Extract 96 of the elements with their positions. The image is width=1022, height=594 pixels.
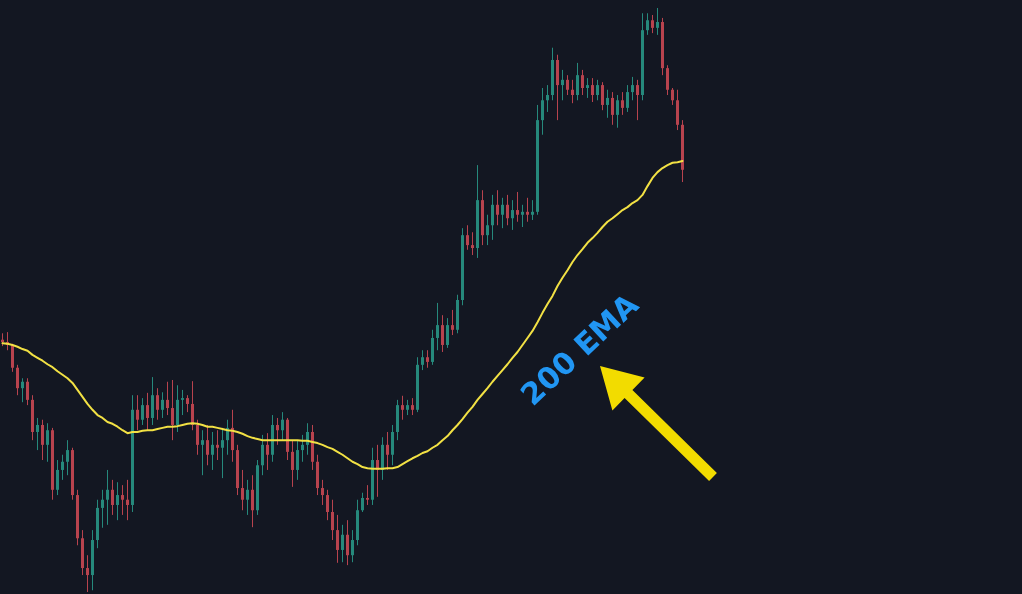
candlestick xyxy=(146,392,149,431)
candlestick xyxy=(46,422,49,463)
candlestick xyxy=(636,79,639,121)
candlestick xyxy=(596,79,599,101)
candlestick xyxy=(366,484,369,506)
candlestick xyxy=(171,379,174,441)
candlestick xyxy=(576,62,579,101)
candlestick xyxy=(21,377,24,403)
candlestick xyxy=(326,489,329,521)
candlestick xyxy=(626,84,629,113)
candlestick xyxy=(126,479,129,521)
candlestick xyxy=(216,429,219,461)
candlestick xyxy=(651,14,654,34)
candlestick xyxy=(586,77,589,99)
candlestick xyxy=(421,349,424,371)
candlestick xyxy=(266,432,269,471)
candlestick xyxy=(11,343,14,373)
candlestick xyxy=(151,376,154,426)
candlestick xyxy=(501,197,504,229)
candlestick xyxy=(181,389,184,416)
candlestick xyxy=(136,394,139,431)
candlestick xyxy=(656,8,659,36)
candlestick xyxy=(631,76,634,101)
candlestick xyxy=(646,12,649,36)
candlestick xyxy=(101,489,104,529)
candlestick xyxy=(506,194,509,226)
candlestick xyxy=(346,519,349,566)
candlestick xyxy=(321,479,324,506)
candlestick xyxy=(206,424,209,466)
candlestick xyxy=(361,492,364,513)
candlestick xyxy=(111,479,114,516)
candlestick xyxy=(26,377,29,406)
candlestick xyxy=(56,459,59,496)
candlestick xyxy=(116,481,119,521)
candlestick xyxy=(666,64,669,96)
candlestick xyxy=(276,417,279,446)
candlestick xyxy=(401,395,404,421)
candlestick xyxy=(466,224,469,251)
candlestick xyxy=(121,484,124,516)
candlestick xyxy=(86,554,89,592)
candlestick xyxy=(351,529,354,563)
candlestick xyxy=(491,194,494,241)
candlestick xyxy=(246,479,249,516)
candlestick xyxy=(486,214,489,246)
candlestick xyxy=(196,419,199,456)
candlestick xyxy=(431,329,434,366)
candlestick xyxy=(471,231,474,256)
candlestick xyxy=(391,424,394,466)
candlestick xyxy=(621,91,624,116)
candlestick xyxy=(496,189,499,226)
candlestick xyxy=(301,434,304,463)
candlestick xyxy=(36,417,39,451)
candlestick xyxy=(16,364,19,396)
candlestick xyxy=(251,474,254,528)
candlestick xyxy=(161,391,164,419)
candlestick xyxy=(66,439,69,476)
candlestick xyxy=(241,469,244,511)
candlestick xyxy=(336,514,339,564)
candlestick xyxy=(141,397,144,426)
candlestick xyxy=(516,191,519,223)
candlestick xyxy=(606,89,609,119)
candlestick xyxy=(546,84,549,113)
candlestick xyxy=(521,204,524,228)
candlestick xyxy=(601,81,604,111)
candlestick xyxy=(571,79,574,104)
candlestick xyxy=(281,411,284,441)
candlestick xyxy=(541,87,544,136)
candlestick xyxy=(291,439,294,488)
candlestick xyxy=(41,419,44,461)
candlestick xyxy=(221,427,224,479)
candlestick xyxy=(616,94,619,129)
candlestick xyxy=(446,317,449,349)
candlestick xyxy=(386,431,389,471)
candlestick xyxy=(61,454,64,481)
candlestick xyxy=(166,381,169,416)
candlestick xyxy=(231,409,234,463)
candlestick xyxy=(451,309,454,336)
candlestick xyxy=(296,439,299,481)
candlestick xyxy=(261,434,264,476)
candlestick xyxy=(106,469,109,526)
candlestick xyxy=(561,69,564,101)
candlestick xyxy=(341,524,344,563)
candlestick xyxy=(441,314,444,353)
candlestick xyxy=(531,199,534,221)
candlestick xyxy=(526,197,529,223)
candlestick xyxy=(211,431,214,471)
candlestick xyxy=(511,199,514,231)
candlestick xyxy=(201,429,204,476)
candlestick xyxy=(611,91,614,126)
candlestick xyxy=(156,387,159,421)
candlestick xyxy=(566,74,569,96)
candlestick xyxy=(591,77,594,103)
candlestick xyxy=(436,302,439,351)
candlestick xyxy=(191,380,194,431)
candlestick xyxy=(581,69,584,96)
candlestick xyxy=(331,499,334,541)
